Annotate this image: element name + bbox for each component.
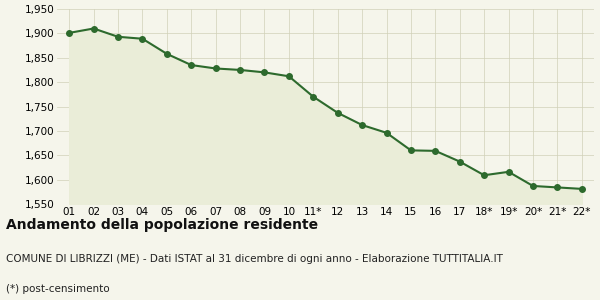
Text: Andamento della popolazione residente: Andamento della popolazione residente	[6, 218, 318, 232]
Text: COMUNE DI LIBRIZZI (ME) - Dati ISTAT al 31 dicembre di ogni anno - Elaborazione : COMUNE DI LIBRIZZI (ME) - Dati ISTAT al …	[6, 254, 503, 263]
Text: (*) post-censimento: (*) post-censimento	[6, 284, 110, 293]
